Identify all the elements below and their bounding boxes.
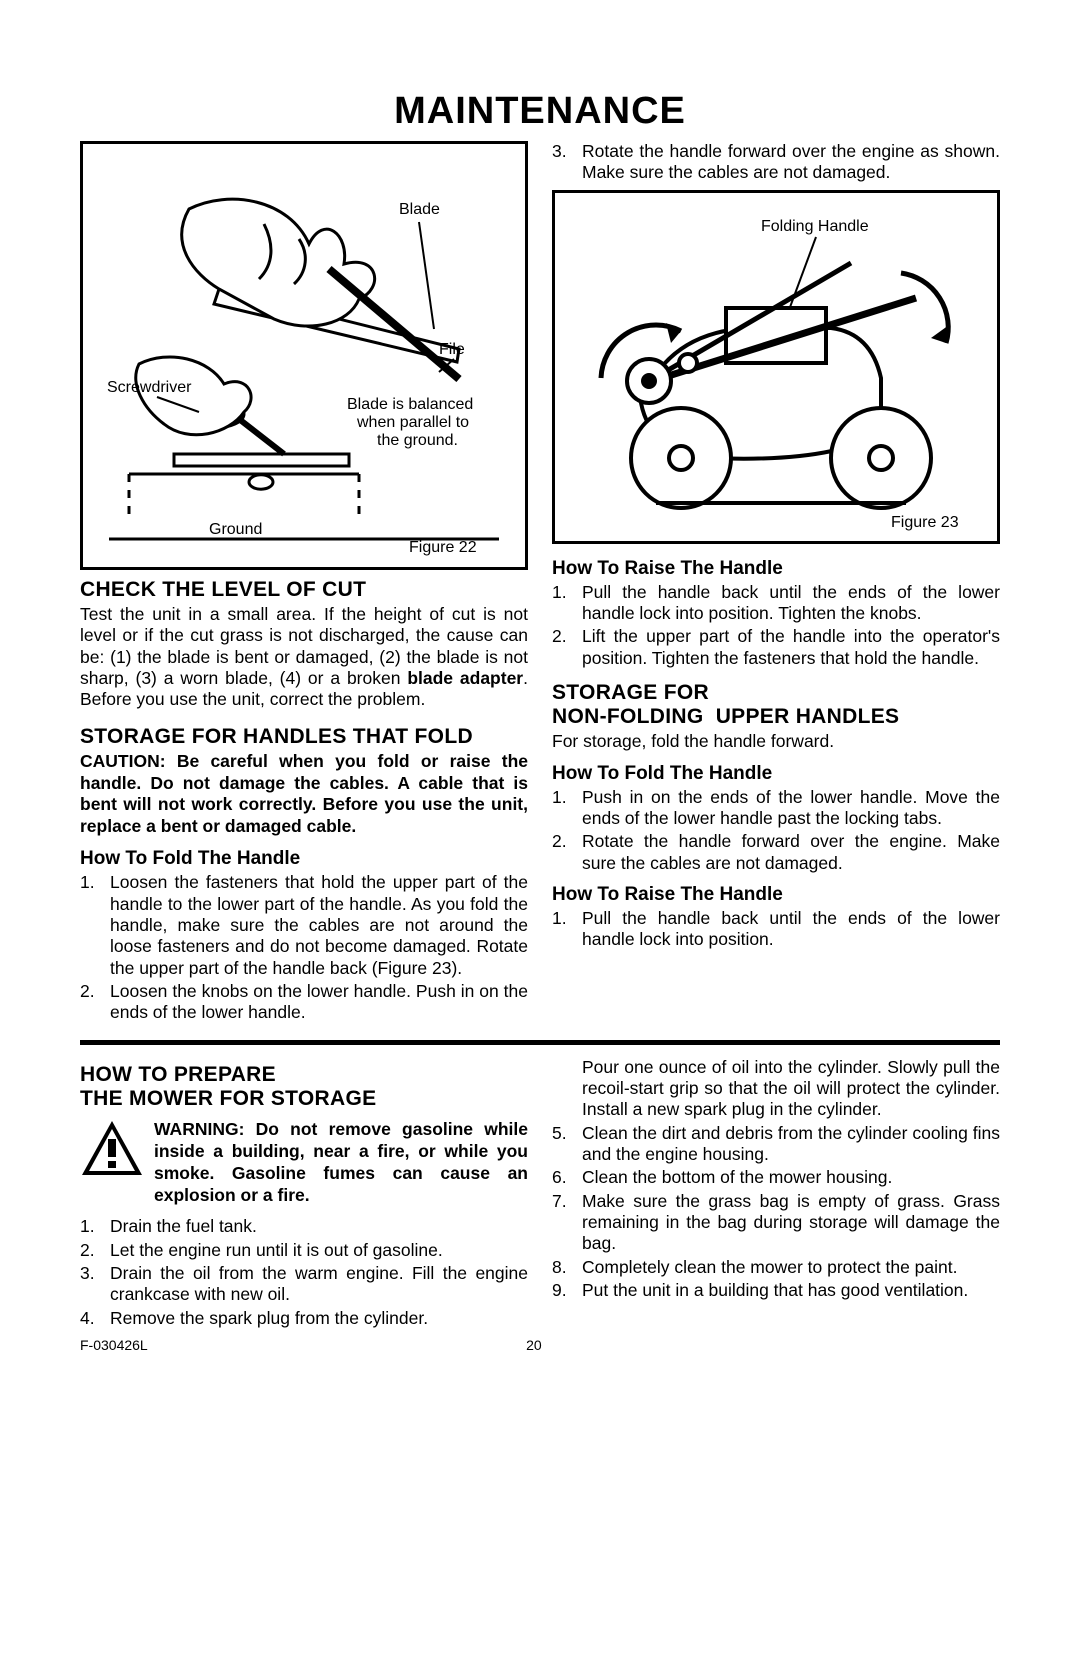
label-balance-3: the ground.	[377, 432, 458, 449]
list-item: 7.Make sure the grass bag is empty of gr…	[552, 1191, 1000, 1255]
nonfold-fold-title: How To Fold The Handle	[552, 763, 1000, 785]
label-balance-2: when parallel to	[356, 414, 469, 431]
page-title: MAINTENANCE	[80, 90, 1000, 133]
warning-text: WARNING: Do not remove gasoline while in…	[154, 1119, 528, 1207]
figure-23-svg: Folding Handle	[571, 203, 981, 533]
list-item: 4.Pour one ounce of oil into the cylinde…	[552, 1057, 1000, 1121]
right-column: 3.Rotate the handle forward over the eng…	[552, 141, 1000, 1026]
bottom-left-column: HOW TO PREPARETHE MOWER FOR STORAGE WARN…	[80, 1057, 528, 1332]
list-item: 5.Clean the dirt and debris from the cyl…	[552, 1123, 1000, 1166]
nonfold-title: STORAGE FORNON-FOLDING UPPER HANDLES	[552, 681, 1000, 729]
list-item: 1.Pull the handle back until the ends of…	[552, 908, 1000, 951]
list-item: 3.Rotate the handle forward over the eng…	[552, 141, 1000, 184]
storage-fold-title: STORAGE FOR HANDLES THAT FOLD	[80, 725, 528, 749]
nonfold-raise-title: How To Raise The Handle	[552, 884, 1000, 906]
check-level-body: Test the unit in a small area. If the he…	[80, 604, 528, 711]
label-folding-handle: Folding Handle	[761, 218, 869, 235]
list-item: 1.Loosen the fasteners that hold the upp…	[80, 872, 528, 979]
footer-page: 20	[526, 1337, 542, 1353]
warning-icon	[80, 1119, 144, 1182]
list-item: 1.Pull the handle back until the ends of…	[552, 582, 1000, 625]
section-divider	[80, 1040, 1000, 1045]
prepare-left-steps: 1.Drain the fuel tank. 2.Let the engine …	[80, 1216, 528, 1329]
list-item: 4.Remove the spark plug from the cylinde…	[80, 1308, 528, 1329]
figure-23-box: Folding Handle	[552, 190, 1000, 544]
check-body-bold: blade adapter	[407, 668, 523, 688]
warning-row: WARNING: Do not remove gasoline while in…	[80, 1119, 528, 1207]
list-item: 2.Let the engine run until it is out of …	[80, 1240, 528, 1261]
label-blade: Blade	[399, 201, 440, 218]
bottom-columns: HOW TO PREPARETHE MOWER FOR STORAGE WARN…	[80, 1057, 1000, 1332]
top-columns: Blade File	[80, 141, 1000, 1026]
list-item: 6.Clean the bottom of the mower housing.	[552, 1167, 1000, 1188]
label-file: File	[439, 341, 465, 358]
footer-doc: F-030426L	[80, 1337, 148, 1353]
list-item: 1.Push in on the ends of the lower handl…	[552, 787, 1000, 830]
fold-steps-left: 1.Loosen the fasteners that hold the upp…	[80, 872, 528, 1023]
list-item: 2.Lift the upper part of the handle into…	[552, 626, 1000, 669]
label-ground: Ground	[209, 521, 262, 538]
nonfold-fold-steps: 1.Push in on the ends of the lower handl…	[552, 787, 1000, 874]
nonfold-body: For storage, fold the handle forward.	[552, 731, 1000, 752]
fold-handle-title-left: How To Fold The Handle	[80, 848, 528, 870]
raise-handle-title: How To Raise The Handle	[552, 558, 1000, 580]
nonfold-raise-steps: 1.Pull the handle back until the ends of…	[552, 908, 1000, 951]
figure-22-svg: Blade File	[99, 154, 509, 559]
list-item: 1.Drain the fuel tank.	[80, 1216, 528, 1237]
prepare-title: HOW TO PREPARETHE MOWER FOR STORAGE	[80, 1063, 528, 1111]
caution-text: CAUTION: Be careful when you fold or rai…	[80, 751, 528, 839]
list-item: 3.Drain the oil from the warm engine. Fi…	[80, 1263, 528, 1306]
prepare-right-steps: 4.Pour one ounce of oil into the cylinde…	[552, 1057, 1000, 1302]
list-item: 9.Put the unit in a building that has go…	[552, 1280, 1000, 1301]
label-balance-1: Blade is balanced	[347, 396, 473, 413]
bottom-right-column: 4.Pour one ounce of oil into the cylinde…	[552, 1057, 1000, 1332]
label-screwdriver: Screwdriver	[107, 379, 192, 396]
figure-23-caption: Figure 23	[891, 514, 959, 531]
figure-22-caption: Figure 22	[409, 539, 477, 556]
list-item: 8.Completely clean the mower to protect …	[552, 1257, 1000, 1278]
left-column: Blade File	[80, 141, 528, 1026]
figure-22-box: Blade File	[80, 141, 528, 570]
footer: F-030426L 20	[80, 1337, 1000, 1353]
continued-step3: 3.Rotate the handle forward over the eng…	[552, 141, 1000, 184]
list-item: 2.Rotate the handle forward over the eng…	[552, 831, 1000, 874]
list-item: 2.Loosen the knobs on the lower handle. …	[80, 981, 528, 1024]
check-level-title: CHECK THE LEVEL OF CUT	[80, 578, 528, 602]
raise-steps: 1.Pull the handle back until the ends of…	[552, 582, 1000, 669]
